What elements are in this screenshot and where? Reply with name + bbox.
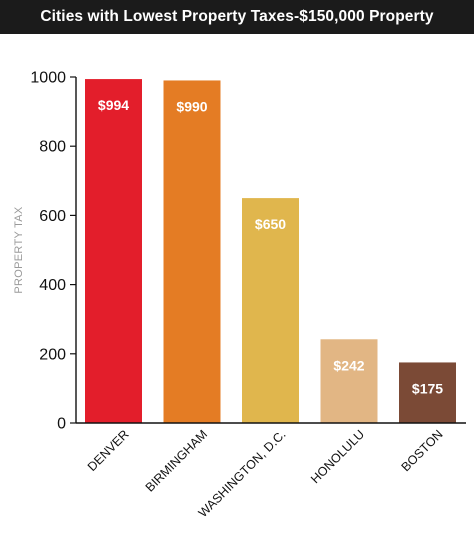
y-tick-label: 0 <box>57 416 66 433</box>
x-category-label: DENVER <box>85 427 132 474</box>
bar-data-labels: $994 $990 $650 $242 $175 <box>98 97 443 396</box>
y-axis-title: PROPERTY TAX <box>13 206 25 294</box>
x-category-label: BIRMINGHAM <box>143 427 210 494</box>
bar-data-label: $990 <box>176 98 207 114</box>
chart-title: Cities with Lowest Property Taxes-$150,0… <box>40 8 434 25</box>
bar-data-label: $994 <box>98 97 129 113</box>
title-bar: Cities with Lowest Property Taxes-$150,0… <box>0 0 474 34</box>
bars <box>85 79 456 424</box>
axes <box>75 77 466 424</box>
y-tick-label: 200 <box>39 346 66 363</box>
x-category-label: HONOLULU <box>308 427 367 486</box>
y-tick-label: 800 <box>39 139 66 156</box>
bar-data-label: $242 <box>333 357 364 373</box>
bar-washington-d-c <box>242 198 299 423</box>
bar-data-label: $650 <box>255 216 286 232</box>
x-category-label: BOSTON <box>399 427 446 474</box>
y-tick-label: 600 <box>39 208 66 225</box>
bar-boston <box>399 362 456 423</box>
y-tick-label: 400 <box>39 277 66 294</box>
y-axis-ticks: 0 200 400 600 800 1000 <box>30 70 76 433</box>
bar-birmingham <box>163 80 221 424</box>
x-category-label: WASHINGTON, D.C. <box>196 427 289 520</box>
bar-honolulu <box>320 339 378 423</box>
bar-denver <box>85 79 142 424</box>
bar-data-label: $175 <box>412 380 443 396</box>
y-tick-label: 1000 <box>30 70 66 87</box>
